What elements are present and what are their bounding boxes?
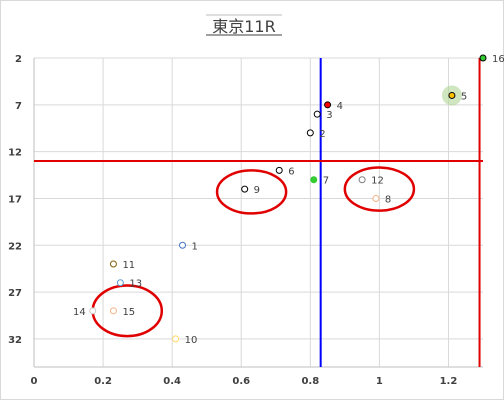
y-tick-label: 17 xyxy=(8,194,22,205)
data-point-1 xyxy=(179,241,187,249)
y-tick-label: 12 xyxy=(8,148,22,159)
chart-title: 東京11R xyxy=(212,17,275,36)
x-tick-label: 0.2 xyxy=(94,376,112,387)
data-label-7: 7 xyxy=(323,176,329,187)
data-point-15 xyxy=(109,307,117,315)
data-label-10: 10 xyxy=(185,335,198,346)
data-point-13 xyxy=(116,279,124,287)
data-point-10 xyxy=(172,335,180,343)
data-point-2 xyxy=(306,129,314,137)
chart-title-group: 東京11R xyxy=(206,14,282,36)
data-point-4 xyxy=(324,101,332,109)
highlight-ellipse xyxy=(343,166,416,212)
y-tick-label: 32 xyxy=(8,335,22,346)
x-tick-label: 0 xyxy=(31,376,38,387)
data-point-5 xyxy=(448,91,456,99)
y-tick-label: 2 xyxy=(15,54,22,65)
data-label-5: 5 xyxy=(461,91,467,102)
data-point-9 xyxy=(241,185,249,193)
data-label-13: 13 xyxy=(129,279,142,290)
data-label-3: 3 xyxy=(326,110,332,121)
data-label-16: 16 xyxy=(492,54,504,65)
y-tick-label: 22 xyxy=(8,241,22,252)
data-point-11 xyxy=(109,260,117,268)
data-label-15: 15 xyxy=(122,307,135,318)
data-point-6 xyxy=(275,166,283,174)
data-label-14: 14 xyxy=(73,307,86,318)
x-tick-label: 0.6 xyxy=(232,376,250,387)
data-label-2: 2 xyxy=(319,129,325,140)
data-label-4: 4 xyxy=(337,101,343,112)
data-point-3 xyxy=(313,110,321,118)
x-tick-label: 0.8 xyxy=(301,376,319,387)
gridlines xyxy=(34,57,483,367)
data-label-9: 9 xyxy=(254,185,260,196)
data-points xyxy=(89,54,487,343)
highlight-ellipse xyxy=(215,169,288,215)
reference-lines xyxy=(34,58,483,367)
data-label-11: 11 xyxy=(122,260,135,271)
data-point-7 xyxy=(310,176,318,184)
x-tick-label: 1 xyxy=(376,376,383,387)
data-label-12: 12 xyxy=(371,176,384,187)
data-label-6: 6 xyxy=(288,166,294,177)
data-label-1: 1 xyxy=(192,241,198,252)
data-label-8: 8 xyxy=(385,194,391,205)
y-tick-label: 27 xyxy=(8,288,22,299)
data-point-8 xyxy=(372,194,380,202)
data-point-12 xyxy=(358,176,366,184)
y-tick-label: 7 xyxy=(15,101,22,112)
axes xyxy=(33,58,483,368)
x-tick-label: 1.2 xyxy=(440,376,458,387)
data-point-14 xyxy=(89,307,97,315)
x-tick-label: 0.4 xyxy=(163,376,181,387)
data-point-16 xyxy=(479,54,487,62)
